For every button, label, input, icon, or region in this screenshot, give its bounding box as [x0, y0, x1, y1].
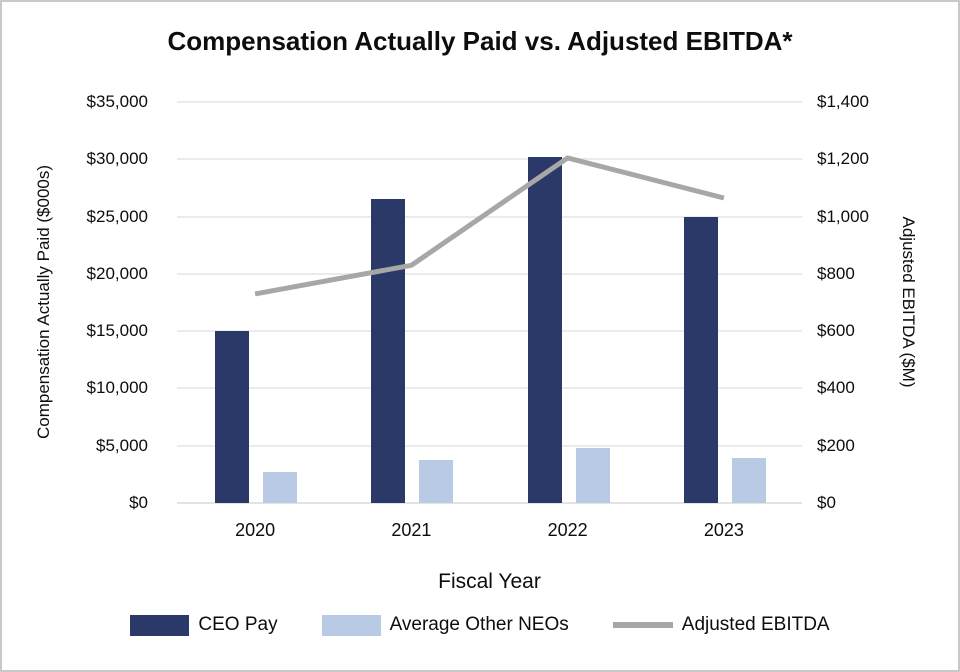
average-other-neos-bar-2022: [575, 448, 610, 503]
legend-label-adjusted-ebitda: Adjusted EBITDA: [681, 614, 830, 635]
gridline: [177, 330, 802, 333]
gridline: [177, 101, 802, 103]
legend-item-ceo-pay: CEO Pay: [130, 614, 278, 636]
right-axis-tick: $1,000: [817, 206, 869, 226]
chart-title: Compensation Actually Paid vs. Adjusted …: [167, 26, 793, 56]
average-other-neos-bar-2020: [263, 472, 298, 503]
gridline: [177, 444, 802, 447]
ceo-pay-bar-2022: [527, 157, 562, 503]
legend-item-adjusted-ebitda: Adjusted EBITDA: [612, 614, 830, 636]
average-other-neos-bar-2023: [731, 458, 766, 503]
ceo-pay-bar-2021: [371, 199, 406, 503]
plot-area: [177, 101, 802, 504]
legend-item-average-other-neos: Average Other NEOs: [321, 614, 569, 636]
gridline: [177, 272, 802, 275]
left-axis-tick: $30,000: [86, 149, 148, 169]
right-axis-title: Adjusted EBITDA ($M): [899, 216, 918, 388]
left-axis-tick: $35,000: [86, 92, 148, 111]
left-axis-tick: $10,000: [86, 378, 148, 398]
gridline: [177, 502, 802, 504]
left-axis-tick: $0: [129, 493, 148, 512]
ceo-pay-bar-2023: [683, 216, 718, 503]
x-axis-tick-2023: 2023: [703, 520, 744, 540]
ceo-pay-swatch: [130, 614, 190, 636]
ceo-pay-bar-2020: [215, 331, 250, 503]
right-axis-tick: $1,200: [817, 149, 869, 169]
x-axis-tick-2022: 2022: [547, 520, 588, 540]
gridline: [177, 215, 802, 218]
gridline: [177, 158, 802, 161]
right-axis-tick: $600: [817, 321, 855, 341]
right-axis-tick: $0: [817, 493, 836, 512]
x-axis-tick-2020: 2020: [235, 520, 276, 540]
legend-label-ceo-pay: CEO Pay: [198, 614, 278, 635]
left-axis-tick: $15,000: [86, 321, 148, 341]
right-axis-tick: $200: [817, 435, 855, 455]
line-series: [254, 155, 725, 297]
left-axis-tick: $5,000: [96, 435, 148, 455]
x-axis-title: Fiscal Year: [438, 570, 541, 593]
right-axis-tick: $800: [817, 263, 855, 283]
legend: CEO Pay Average Other NEOs Adjusted EBIT…: [2, 614, 958, 636]
adjusted-ebitda-line: [254, 155, 725, 297]
left-axis-tick: $25,000: [86, 206, 148, 226]
legend-label-average-other-neos: Average Other NEOs: [389, 614, 569, 635]
x-axis-tick-2021: 2021: [391, 520, 432, 540]
adjusted-ebitda-line-swatch: [612, 622, 673, 628]
left-axis-tick: $20,000: [86, 263, 148, 283]
average-other-neos-bar-2021: [419, 460, 454, 503]
average-other-neos-swatch: [321, 614, 381, 636]
right-axis-tick: $400: [817, 378, 855, 398]
right-axis-tick: $1,400: [817, 92, 869, 111]
gridline: [177, 387, 802, 390]
